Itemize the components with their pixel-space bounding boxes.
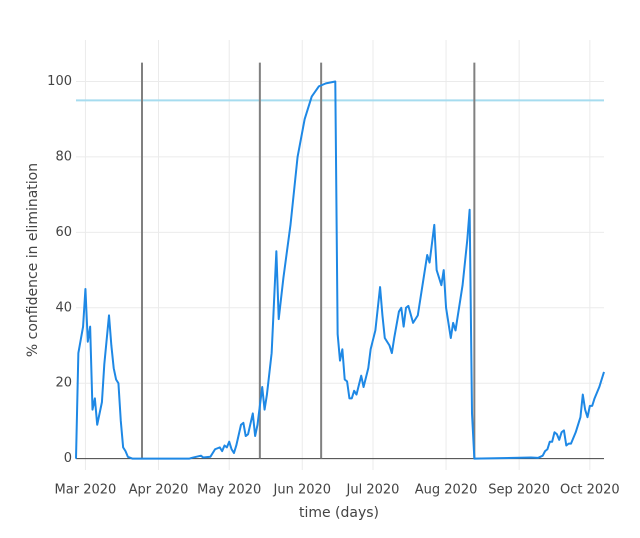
- y-axis-title: % confidence in elimination: [25, 163, 41, 357]
- x-tick-label: Aug 2020: [415, 483, 478, 498]
- x-tick-label: Apr 2020: [129, 483, 189, 498]
- x-tick-label: Mar 2020: [55, 483, 117, 498]
- data-line: [75, 80, 605, 460]
- x-axis-title: time (days): [299, 505, 379, 521]
- y-tick-label: 100: [47, 74, 72, 89]
- x-tick-label: May 2020: [197, 483, 261, 498]
- x-tick-label: Jul 2020: [346, 483, 400, 498]
- y-tick-label: 0: [64, 451, 72, 466]
- x-tick-label: Jun 2020: [273, 483, 332, 498]
- y-tick-label: 20: [55, 376, 72, 391]
- x-tick-label: Sep 2020: [488, 483, 550, 498]
- y-tick-label: 60: [55, 225, 72, 240]
- x-tick-label: Oct 2020: [560, 483, 620, 498]
- y-tick-label: 40: [55, 300, 72, 315]
- y-tick-label: 80: [55, 149, 72, 164]
